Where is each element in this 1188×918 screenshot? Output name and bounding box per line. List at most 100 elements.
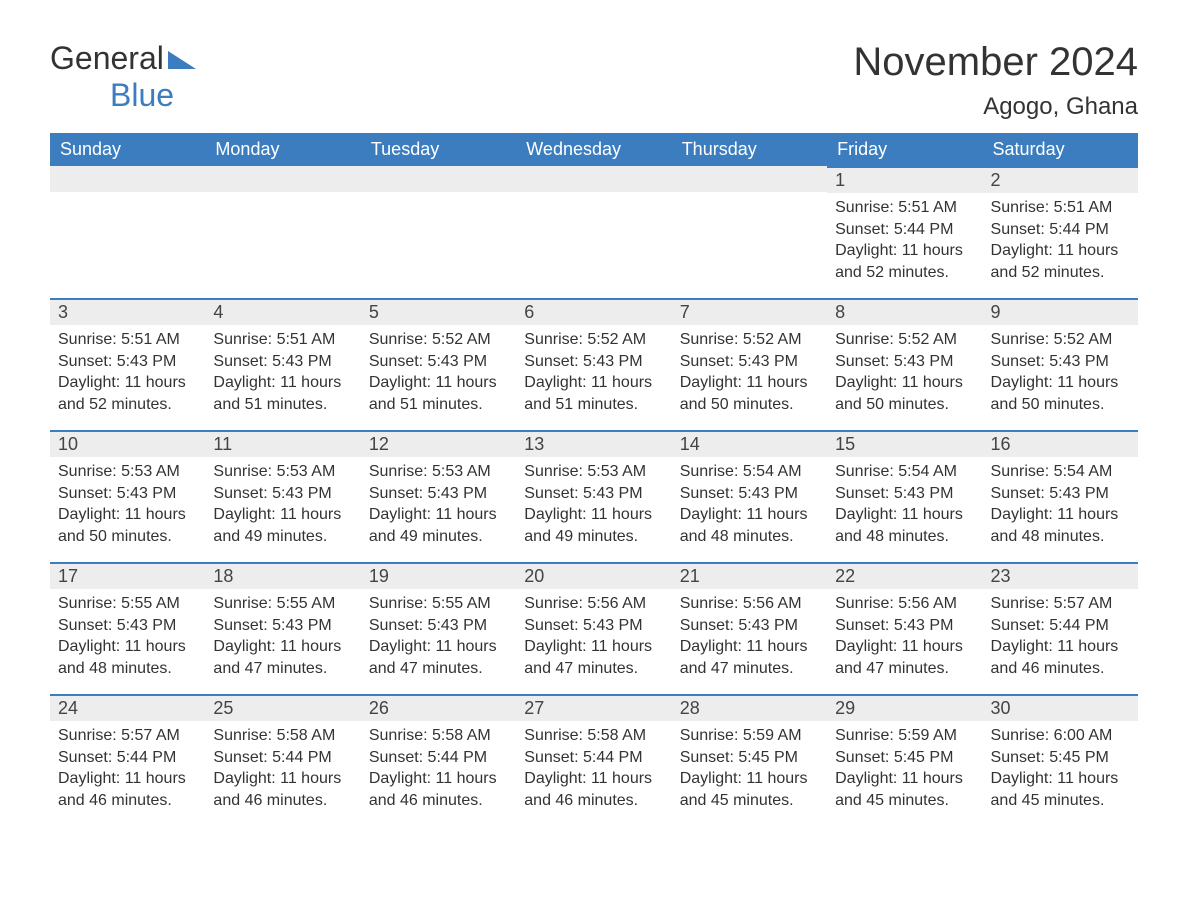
day-details: Sunrise: 5:54 AMSunset: 5:43 PMDaylight:… [672,457,827,555]
sunrise-text: Sunrise: 5:55 AM [58,593,197,615]
sunset-text: Sunset: 5:45 PM [991,747,1130,769]
sunset-text: Sunset: 5:43 PM [58,615,197,637]
day-details: Sunrise: 5:59 AMSunset: 5:45 PMDaylight:… [827,721,982,819]
day-number: 8 [827,298,982,325]
day-number: 18 [205,562,360,589]
day-number: 16 [983,430,1138,457]
day-number: 9 [983,298,1138,325]
logo: General Blue [50,40,196,114]
sunrise-text: Sunrise: 5:51 AM [835,197,974,219]
sunrise-text: Sunrise: 5:52 AM [524,329,663,351]
page-header: General Blue November 2024 Agogo, Ghana [50,40,1138,121]
daylight-text: Daylight: 11 hours and 49 minutes. [369,504,508,547]
logo-part2: Blue [110,77,174,113]
day-header: Wednesday [516,133,671,166]
calendar-cell: 21Sunrise: 5:56 AMSunset: 5:43 PMDayligh… [672,562,827,694]
daylight-text: Daylight: 11 hours and 50 minutes. [991,372,1130,415]
day-number: 22 [827,562,982,589]
sunrise-text: Sunrise: 5:54 AM [835,461,974,483]
sunset-text: Sunset: 5:43 PM [835,615,974,637]
day-number: 6 [516,298,671,325]
daylight-text: Daylight: 11 hours and 46 minutes. [213,768,352,811]
daylight-text: Daylight: 11 hours and 50 minutes. [680,372,819,415]
sunset-text: Sunset: 5:43 PM [369,615,508,637]
day-details: Sunrise: 5:55 AMSunset: 5:43 PMDaylight:… [361,589,516,687]
sunset-text: Sunset: 5:44 PM [991,615,1130,637]
sunrise-text: Sunrise: 5:56 AM [680,593,819,615]
sunrise-text: Sunrise: 5:57 AM [991,593,1130,615]
logo-triangle-icon [168,51,196,69]
day-number: 23 [983,562,1138,589]
sunrise-text: Sunrise: 5:52 AM [991,329,1130,351]
day-header: Tuesday [361,133,516,166]
sunrise-text: Sunrise: 5:58 AM [213,725,352,747]
sunrise-text: Sunrise: 5:56 AM [835,593,974,615]
calendar-cell: 8Sunrise: 5:52 AMSunset: 5:43 PMDaylight… [827,298,982,430]
day-details: Sunrise: 6:00 AMSunset: 5:45 PMDaylight:… [983,721,1138,819]
sunrise-text: Sunrise: 5:54 AM [680,461,819,483]
day-number: 21 [672,562,827,589]
calendar-cell: 25Sunrise: 5:58 AMSunset: 5:44 PMDayligh… [205,694,360,826]
calendar-cell: 6Sunrise: 5:52 AMSunset: 5:43 PMDaylight… [516,298,671,430]
day-details: Sunrise: 5:58 AMSunset: 5:44 PMDaylight:… [205,721,360,819]
calendar-cell: 3Sunrise: 5:51 AMSunset: 5:43 PMDaylight… [50,298,205,430]
calendar-week: 3Sunrise: 5:51 AMSunset: 5:43 PMDaylight… [50,298,1138,430]
calendar-cell: 18Sunrise: 5:55 AMSunset: 5:43 PMDayligh… [205,562,360,694]
day-number: 12 [361,430,516,457]
day-number: 24 [50,694,205,721]
sunrise-text: Sunrise: 5:53 AM [213,461,352,483]
sunset-text: Sunset: 5:43 PM [524,615,663,637]
calendar-cell: 24Sunrise: 5:57 AMSunset: 5:44 PMDayligh… [50,694,205,826]
calendar-cell [672,166,827,298]
sunset-text: Sunset: 5:43 PM [369,351,508,373]
sunset-text: Sunset: 5:43 PM [213,483,352,505]
calendar-cell [50,166,205,298]
sunrise-text: Sunrise: 5:51 AM [58,329,197,351]
calendar-week: 24Sunrise: 5:57 AMSunset: 5:44 PMDayligh… [50,694,1138,826]
daylight-text: Daylight: 11 hours and 47 minutes. [680,636,819,679]
day-details: Sunrise: 5:58 AMSunset: 5:44 PMDaylight:… [516,721,671,819]
day-number: 27 [516,694,671,721]
daylight-text: Daylight: 11 hours and 47 minutes. [369,636,508,679]
day-details: Sunrise: 5:52 AMSunset: 5:43 PMDaylight:… [361,325,516,423]
sunset-text: Sunset: 5:43 PM [213,351,352,373]
calendar-cell: 14Sunrise: 5:54 AMSunset: 5:43 PMDayligh… [672,430,827,562]
day-details: Sunrise: 5:55 AMSunset: 5:43 PMDaylight:… [205,589,360,687]
calendar-week: 10Sunrise: 5:53 AMSunset: 5:43 PMDayligh… [50,430,1138,562]
day-details: Sunrise: 5:55 AMSunset: 5:43 PMDaylight:… [50,589,205,687]
day-number: 14 [672,430,827,457]
sunset-text: Sunset: 5:44 PM [991,219,1130,241]
sunset-text: Sunset: 5:43 PM [680,351,819,373]
day-details: Sunrise: 5:59 AMSunset: 5:45 PMDaylight:… [672,721,827,819]
empty-day-bar [50,166,205,192]
calendar-cell: 13Sunrise: 5:53 AMSunset: 5:43 PMDayligh… [516,430,671,562]
calendar-cell: 20Sunrise: 5:56 AMSunset: 5:43 PMDayligh… [516,562,671,694]
sunrise-text: Sunrise: 5:59 AM [835,725,974,747]
daylight-text: Daylight: 11 hours and 49 minutes. [213,504,352,547]
calendar-table: SundayMondayTuesdayWednesdayThursdayFrid… [50,133,1138,826]
location: Agogo, Ghana [853,93,1138,121]
sunrise-text: Sunrise: 5:54 AM [991,461,1130,483]
daylight-text: Daylight: 11 hours and 45 minutes. [835,768,974,811]
day-header: Saturday [983,133,1138,166]
daylight-text: Daylight: 11 hours and 45 minutes. [991,768,1130,811]
day-number: 20 [516,562,671,589]
day-number: 29 [827,694,982,721]
calendar-cell: 12Sunrise: 5:53 AMSunset: 5:43 PMDayligh… [361,430,516,562]
day-details: Sunrise: 5:52 AMSunset: 5:43 PMDaylight:… [983,325,1138,423]
day-details: Sunrise: 5:57 AMSunset: 5:44 PMDaylight:… [50,721,205,819]
month-title: November 2024 [853,40,1138,85]
day-number: 15 [827,430,982,457]
calendar-cell [205,166,360,298]
daylight-text: Daylight: 11 hours and 45 minutes. [680,768,819,811]
day-details: Sunrise: 5:52 AMSunset: 5:43 PMDaylight:… [672,325,827,423]
day-number: 11 [205,430,360,457]
empty-day-bar [516,166,671,192]
sunrise-text: Sunrise: 5:59 AM [680,725,819,747]
calendar-cell: 23Sunrise: 5:57 AMSunset: 5:44 PMDayligh… [983,562,1138,694]
empty-day-bar [361,166,516,192]
calendar-cell: 2Sunrise: 5:51 AMSunset: 5:44 PMDaylight… [983,166,1138,298]
sunrise-text: Sunrise: 5:51 AM [213,329,352,351]
sunset-text: Sunset: 5:43 PM [991,483,1130,505]
day-number: 2 [983,166,1138,193]
